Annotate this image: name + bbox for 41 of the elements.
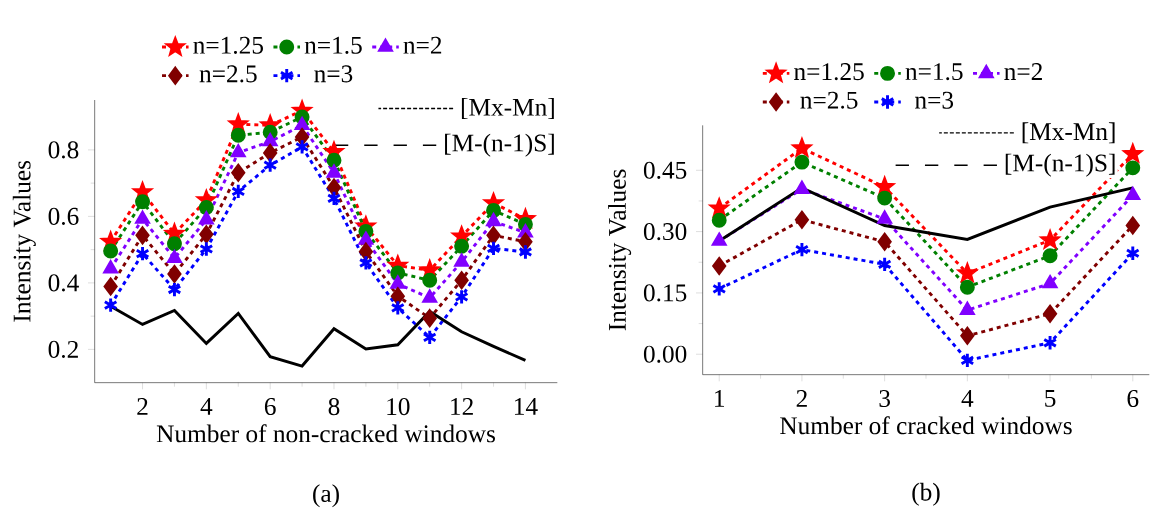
x-tick-label: 2 [796, 390, 807, 407]
x-tick-label: 3 [879, 390, 890, 408]
x-axis-title: Number of non-cracked windows [156, 424, 495, 443]
legend-label: n=1.25 [193, 36, 263, 55]
annotation: [M-(n-1)S] [445, 133, 554, 157]
y-tick-label: 0.00 [643, 345, 687, 363]
y-tick-label: 0.45 [643, 161, 687, 180]
annotation: [M-(n-1)S] [1005, 153, 1115, 177]
y-tick-label: 0.4 [48, 274, 79, 292]
legend-label: n=3 [915, 91, 954, 109]
y-tick-label: 0.30 [643, 223, 687, 241]
legend-label: n=2.5 [800, 91, 858, 109]
x-tick-label: 5 [1045, 390, 1056, 408]
y-tick-label: 0.2 [48, 340, 78, 359]
y-tick-label: 0.8 [48, 141, 79, 159]
legend-label: n=2 [403, 36, 442, 54]
y-tick-label: 0.6 [48, 207, 79, 226]
x-tick-label: 10 [387, 398, 410, 416]
legend-label: n=2.5 [199, 65, 257, 83]
x-tick-label: 2 [137, 398, 148, 415]
x-axis-title: Number of cracked windows [780, 416, 1072, 435]
x-tick-label: 4 [961, 390, 974, 407]
legend-label: [Mx-Mn] [1022, 122, 1115, 144]
text: (a) [313, 484, 339, 508]
x-tick-label: 4 [200, 398, 213, 415]
y-tick-label: 0.15 [643, 284, 687, 302]
x-tick-label: 6 [264, 398, 276, 416]
legend-label: n=2 [1004, 63, 1042, 81]
x-tick-label: 6 [1127, 390, 1139, 408]
legend-label: [Mx-Mn] [461, 98, 554, 120]
x-tick-label: 8 [328, 398, 340, 416]
x-tick-label: 1 [715, 390, 725, 407]
text: (b) [912, 483, 940, 506]
x-tick-label: 14 [514, 398, 538, 415]
legend-label: n=3 [314, 65, 353, 83]
y-axis-title: Intensity Values [608, 169, 632, 331]
y-axis-title: Intensity Values [12, 161, 36, 322]
legend-label: n=1.5 [304, 36, 362, 55]
legend-label: n=1.5 [905, 63, 963, 81]
x-tick-label: 12 [451, 398, 473, 415]
legend-label: n=1.25 [794, 63, 864, 81]
